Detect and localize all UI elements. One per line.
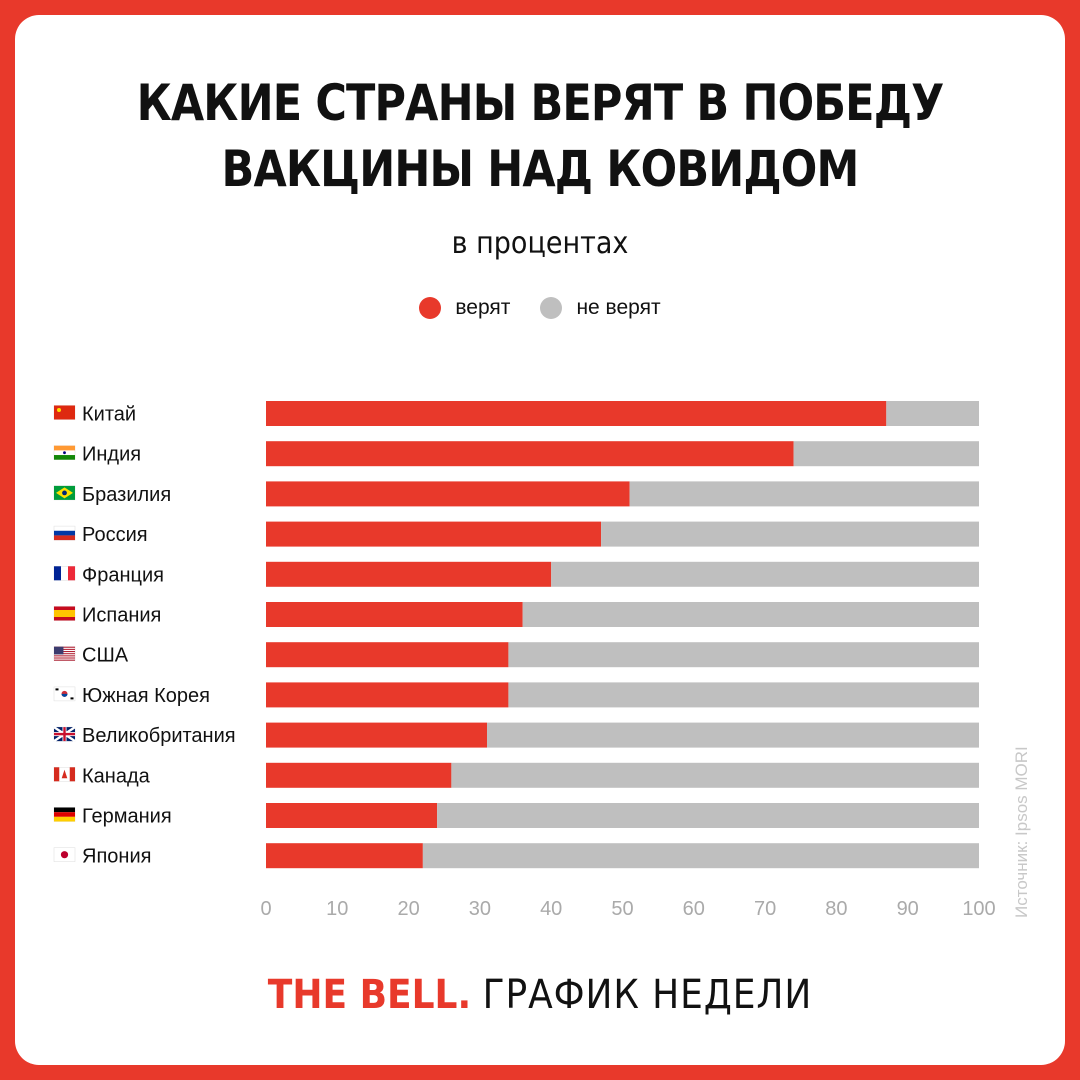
legend-item-believe: верят: [419, 296, 510, 320]
legend-label-believe: верят: [455, 296, 511, 319]
x-tick-label: 90: [897, 898, 919, 920]
bar-not-believe: [551, 561, 979, 587]
category-label: Япония: [82, 846, 151, 868]
x-tick-label: 40: [540, 898, 562, 920]
bar-not-believe: [487, 722, 979, 748]
bar-believe: [266, 682, 509, 708]
category-label: Южная Корея: [82, 685, 210, 707]
footer: THE BELL. ГРАФИК НЕДЕЛИ: [54, 972, 1026, 1018]
bar-not-believe: [629, 481, 979, 507]
flag-icon-jp: [53, 847, 76, 862]
flag-icon-gb: [53, 726, 76, 743]
x-tick-label: 20: [397, 898, 419, 920]
x-tick-label: 50: [611, 898, 633, 920]
x-tick-label: 10: [326, 898, 348, 920]
category-label: США: [82, 645, 129, 667]
x-tick-label: 70: [754, 898, 776, 920]
bar-believe: [266, 561, 552, 587]
category-label: Китай: [82, 404, 136, 426]
flag-icon-us: [53, 646, 76, 661]
chart-title-line-1: КАКИЕ СТРАНЫ ВЕРЯТ В ПОБЕДУ: [136, 74, 945, 132]
bar-believe: [266, 401, 887, 426]
bar-believe: [266, 441, 794, 467]
bar-believe: [266, 843, 423, 869]
flag-icon-de: [53, 807, 76, 822]
legend-item-not-believe: не верят: [540, 296, 661, 320]
flag-icon-in: [53, 445, 76, 460]
bar-not-believe: [601, 521, 979, 547]
footer-brand: THE BELL.: [267, 972, 472, 1018]
legend-label-not-believe: не верят: [576, 296, 661, 319]
chart-title-line-2: ВАКЦИНЫ НАД КОВИДОМ: [221, 140, 860, 198]
chart-legend: верят не верят: [0, 296, 1080, 320]
legend-swatch-not-believe: [540, 297, 563, 319]
bar-believe: [266, 602, 523, 627]
flag-icon-br: [53, 485, 76, 501]
category-label: Бразилия: [82, 484, 171, 506]
category-label: Великобритания: [82, 725, 236, 747]
bar-believe: [266, 722, 488, 748]
bar-believe: [266, 642, 509, 668]
source-note: Источник: Ipsos MORI: [1012, 746, 1031, 918]
bar-not-believe: [437, 803, 979, 828]
bar-believe: [266, 481, 630, 507]
category-label: Канада: [82, 765, 151, 787]
bar-not-believe: [508, 682, 979, 708]
bar-not-believe: [886, 401, 979, 426]
footer-text: ГРАФИК НЕДЕЛИ: [482, 972, 813, 1018]
flag-icon-ru: [53, 525, 76, 541]
flag-icon-fr: [53, 566, 76, 581]
category-label: Индия: [82, 444, 141, 466]
bar-not-believe: [422, 843, 979, 869]
x-tick-label: 60: [683, 898, 705, 920]
bar-not-believe: [508, 642, 979, 668]
chart-title: КАКИЕ СТРАНЫ ВЕРЯТ В ПОБЕДУ ВАКЦИНЫ НАД …: [76, 70, 1005, 202]
category-label: Германия: [82, 806, 172, 828]
legend-swatch-believe: [419, 297, 442, 319]
bar-not-believe: [793, 441, 979, 467]
flag-icon-ca: [53, 767, 76, 782]
bar-not-believe: [522, 602, 979, 627]
bar-believe: [266, 762, 452, 788]
chart-subtitle: в процентах: [451, 226, 629, 261]
x-tick-label: 30: [469, 898, 491, 920]
flag-icon-kr: [53, 686, 76, 702]
category-label: Испания: [82, 605, 161, 627]
category-label: Россия: [82, 524, 148, 546]
bar-believe: [266, 803, 438, 828]
bar-believe: [266, 521, 602, 547]
flag-icon-es: [53, 606, 76, 621]
flag-icon-cn: [53, 405, 76, 420]
bar-not-believe: [451, 762, 979, 788]
x-tick-label: 0: [260, 898, 271, 920]
x-tick-label: 80: [825, 898, 847, 920]
x-tick-label: 100: [962, 898, 995, 920]
category-label: Франция: [82, 564, 164, 586]
